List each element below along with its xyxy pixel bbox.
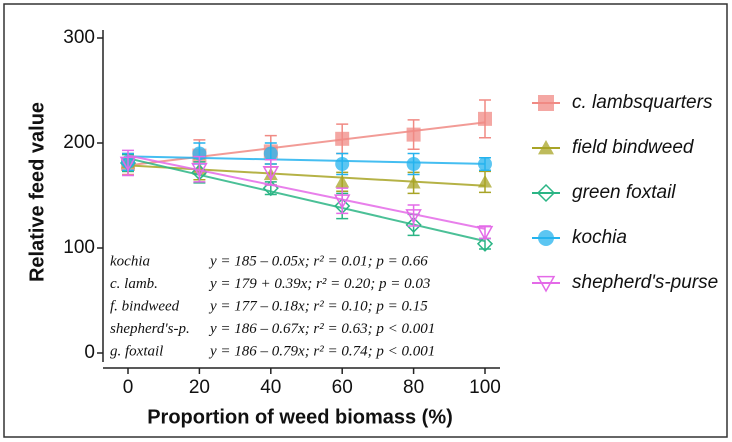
marker <box>476 225 494 241</box>
trend-line <box>127 121 486 167</box>
marker <box>335 174 350 188</box>
legend-label: c. lambsquarters <box>572 92 713 113</box>
marker <box>406 175 421 189</box>
trend-line <box>127 164 486 187</box>
annotation-label: kochia <box>110 253 150 269</box>
legend-label: shepherd's-purse <box>572 272 718 293</box>
annotation-text: y = 179 + 0.39x; r² = 0.20; p = 0.03 <box>208 276 430 292</box>
annotation-text: y = 186 – 0.79x; r² = 0.74; p < 0.001 <box>208 343 435 359</box>
marker <box>191 162 208 178</box>
x-tick-label: 80 <box>403 377 424 398</box>
y-tick-label: 100 <box>63 237 95 258</box>
legend-label: field bindweed <box>572 137 695 158</box>
marker <box>333 194 351 210</box>
marker <box>335 157 350 171</box>
marker <box>406 127 421 142</box>
marker <box>538 230 554 246</box>
annotation-text: y = 186 – 0.67x; r² = 0.63; p < 0.001 <box>208 321 435 337</box>
annotation-text: y = 185 – 0.05x; r² = 0.01; p = 0.66 <box>208 253 428 269</box>
trend-line <box>127 155 486 165</box>
marker <box>405 209 422 224</box>
marker <box>119 156 137 172</box>
marker <box>536 275 556 293</box>
x-tick-label: 0 <box>123 377 134 398</box>
y-axis-title: Relative feed value <box>26 102 48 282</box>
y-tick-label: 0 <box>84 342 95 363</box>
x-axis-title: Proportion of weed biomass (%) <box>147 406 453 428</box>
marker <box>538 95 554 111</box>
marker <box>263 146 278 161</box>
marker <box>335 131 350 146</box>
annotation-label: shepherd's-p. <box>110 321 190 337</box>
annotation-text: y = 177 – 0.18x; r² = 0.10; p = 0.15 <box>208 298 428 314</box>
marker <box>478 111 492 126</box>
legend-label: green foxtail <box>572 182 676 203</box>
x-tick-label: 60 <box>332 377 353 398</box>
frame <box>3 3 728 438</box>
marker <box>405 216 422 233</box>
annotation-label: c. lamb. <box>110 276 158 292</box>
marker <box>262 166 280 181</box>
x-tick-label: 40 <box>260 377 281 398</box>
marker <box>406 157 421 171</box>
marker <box>478 157 492 171</box>
legend-label: kochia <box>572 227 627 248</box>
annotation-label: f. bindweed <box>110 298 180 314</box>
marker <box>536 183 556 203</box>
trend-line <box>127 157 486 243</box>
y-tick-label: 200 <box>63 132 95 153</box>
marker <box>476 235 494 252</box>
marker <box>478 174 492 188</box>
marker <box>538 140 554 155</box>
x-tick-label: 20 <box>189 377 210 398</box>
annotation-label: g. foxtail <box>110 343 163 359</box>
y-tick-label: 300 <box>63 27 95 48</box>
trend-line <box>127 154 486 230</box>
x-tick-label: 100 <box>469 377 501 398</box>
